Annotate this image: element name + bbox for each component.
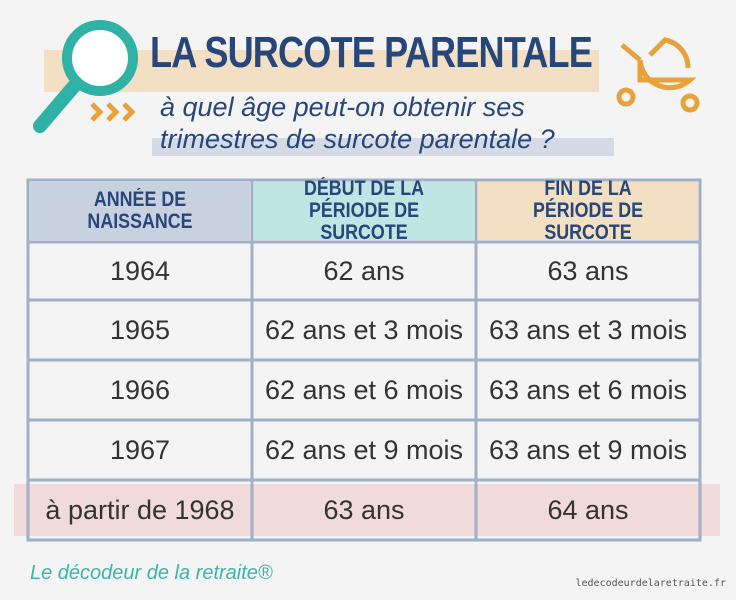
subtitle: à quel âge peut-on obtenir ses bbox=[160, 92, 525, 122]
subtitle: trimestres de surcote parentale ? bbox=[160, 124, 555, 154]
table-cell: 1965 bbox=[109, 314, 171, 345]
table-cell: 1964 bbox=[109, 255, 171, 286]
table-grid bbox=[26, 178, 702, 542]
arrows bbox=[90, 102, 136, 122]
header-bg bbox=[478, 182, 698, 240]
table-cell: 62 ans bbox=[323, 255, 405, 286]
header-bg bbox=[254, 182, 474, 240]
url: ledecodeurdelaretraite.fr bbox=[575, 578, 726, 589]
magnifier bbox=[62, 20, 138, 96]
table-cell: 62 ans et 6 mois bbox=[264, 374, 464, 405]
brand: Le décodeur de la retraite® bbox=[30, 562, 273, 584]
table-cell: à partir de 1968 bbox=[45, 494, 235, 525]
table-cell: 63 ans bbox=[547, 255, 629, 286]
subtitle-highlight bbox=[152, 138, 614, 156]
title: LA SURCOTE PARENTALE bbox=[150, 28, 593, 77]
column-header: FIN DE LA PÉRIODE DE SURCOTE bbox=[532, 177, 644, 244]
table-cell: 63 ans et 9 mois bbox=[488, 434, 688, 465]
table-cell: 62 ans et 9 mois bbox=[264, 434, 464, 465]
stroller-icon bbox=[616, 37, 700, 113]
column-header: ANNÉE DE NAISSANCE bbox=[87, 188, 193, 233]
table-cell: 1967 bbox=[109, 434, 171, 465]
table-cell: 63 ans bbox=[323, 494, 405, 525]
table-cell: 63 ans et 6 mois bbox=[488, 374, 688, 405]
magnifier-handle bbox=[33, 78, 82, 133]
column-header: DÉBUT DE LA PÉRIODE DE SURCOTE bbox=[303, 177, 424, 244]
table-cell: 63 ans et 3 mois bbox=[488, 314, 688, 345]
table-cell: 64 ans bbox=[547, 494, 629, 525]
header-bg bbox=[30, 182, 250, 240]
table-cell: 62 ans et 3 mois bbox=[264, 314, 464, 345]
highlight-row-bg bbox=[14, 484, 720, 536]
table-cell: 1966 bbox=[109, 374, 171, 405]
table: ANNÉE DE NAISSANCE DÉBUT DE LA PÉRIODE DE… bbox=[28, 177, 700, 540]
